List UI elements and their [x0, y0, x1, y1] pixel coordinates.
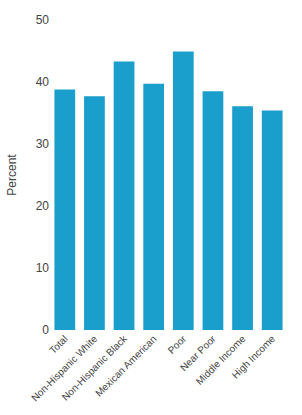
svg-text:10: 10: [36, 261, 50, 275]
svg-text:Percent: Percent: [5, 154, 19, 196]
svg-text:Non-Hispanic Black: Non-Hispanic Black: [60, 332, 130, 402]
svg-text:20: 20: [36, 199, 50, 213]
svg-text:Mexican American: Mexican American: [93, 333, 159, 399]
svg-text:Middle Income: Middle Income: [194, 333, 248, 387]
svg-text:Poor: Poor: [166, 333, 189, 356]
svg-text:30: 30: [36, 137, 50, 151]
svg-text:0: 0: [42, 323, 49, 337]
svg-text:40: 40: [36, 75, 50, 89]
svg-text:High Income: High Income: [230, 333, 278, 381]
svg-text:50: 50: [36, 13, 50, 27]
svg-text:Total: Total: [47, 333, 70, 356]
svg-text:Near Poor: Near Poor: [178, 333, 218, 373]
svg-text:Non-Hispanic White: Non-Hispanic White: [29, 333, 100, 404]
